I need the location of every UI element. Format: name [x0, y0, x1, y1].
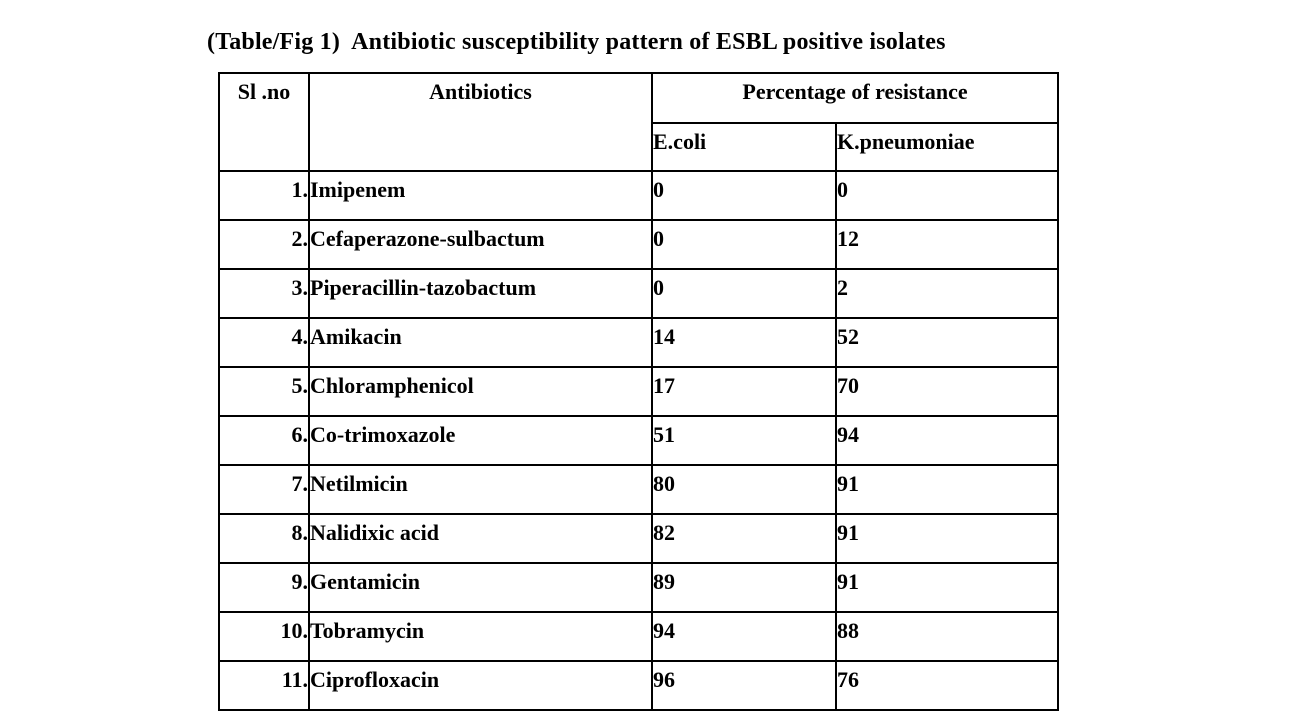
cell-ecoli-value: 0 [651, 268, 837, 319]
cell-kpneumoniae-value: 0 [835, 170, 1059, 221]
cell-kpneumoniae-value: 76 [835, 660, 1059, 711]
cell-kpneumoniae-value: 52 [835, 317, 1059, 368]
cell-ecoli-value: 82 [651, 513, 837, 564]
header-row-top: Sl .no Antibiotics Percentage of resista… [218, 72, 1059, 172]
cell-antibiotic: Netilmicin [308, 464, 653, 515]
table-row: 1. Imipenem 0 0 [218, 170, 1059, 221]
cell-ecoli-value: 89 [651, 562, 837, 613]
cell-antibiotic: Chloramphenicol [308, 366, 653, 417]
cell-sl-no: 6. [218, 415, 310, 466]
cell-sl-no: 1. [218, 170, 310, 221]
antibiotic-resistance-table: Sl .no Antibiotics Percentage of resista… [218, 72, 1059, 711]
cell-kpneumoniae-value: 91 [835, 513, 1059, 564]
cell-sl-no: 8. [218, 513, 310, 564]
cell-sl-no: 3. [218, 268, 310, 319]
table-row: 2. Cefaperazone-sulbactum 0 12 [218, 219, 1059, 270]
cell-sl-no: 11. [218, 660, 310, 711]
cell-sl-no: 10. [218, 611, 310, 662]
table-row: 9. Gentamicin 89 91 [218, 562, 1059, 613]
cell-antibiotic: Ciprofloxacin [308, 660, 653, 711]
cell-antibiotic: Piperacillin-tazobactum [308, 268, 653, 319]
cell-kpneumoniae-value: 91 [835, 464, 1059, 515]
cell-ecoli-value: 51 [651, 415, 837, 466]
cell-kpneumoniae-value: 91 [835, 562, 1059, 613]
cell-antibiotic: Nalidixic acid [308, 513, 653, 564]
cell-sl-no: 4. [218, 317, 310, 368]
cell-sl-no: 2. [218, 219, 310, 270]
cell-ecoli-value: 80 [651, 464, 837, 515]
table-row: 8. Nalidixic acid 82 91 [218, 513, 1059, 564]
cell-ecoli-value: 0 [651, 219, 837, 270]
cell-sl-no: 9. [218, 562, 310, 613]
cell-antibiotic: Imipenem [308, 170, 653, 221]
table-body: 1. Imipenem 0 0 2. Cefaperazone-sulbactum 0 12 3… [218, 170, 1059, 711]
cell-antibiotic: Cefaperazone-sulbactum [308, 219, 653, 270]
cell-kpneumoniae-value: 2 [835, 268, 1059, 319]
header-row-sub: E.coli K.pneumoniae [219, 122, 1059, 172]
cell-kpneumoniae-value: 70 [835, 366, 1059, 417]
header-antibiotics: Antibiotics [308, 72, 653, 172]
cell-sl-no: 7. [218, 464, 310, 515]
cell-ecoli-value: 96 [651, 660, 837, 711]
table-header: Sl .no Antibiotics Percentage of resista… [218, 72, 1059, 172]
cell-ecoli-value: 17 [651, 366, 837, 417]
cell-kpneumoniae-value: 12 [835, 219, 1059, 270]
cell-ecoli-value: 94 [651, 611, 837, 662]
table-row: 3. Piperacillin-tazobactum 0 2 [218, 268, 1059, 319]
header-sl-no: Sl .no [218, 72, 310, 172]
cell-antibiotic: Co-trimoxazole [308, 415, 653, 466]
table-row: 10. Tobramycin 94 88 [218, 611, 1059, 662]
figure-title: (Table/Fig 1) Antibiotic susceptibility … [207, 29, 946, 55]
cell-kpneumoniae-value: 94 [835, 415, 1059, 466]
header-kpneumoniae: K.pneumoniae [835, 122, 1059, 172]
cell-antibiotic: Gentamicin [308, 562, 653, 613]
table-row: 6. Co-trimoxazole 51 94 [218, 415, 1059, 466]
table-row: 7. Netilmicin 80 91 [218, 464, 1059, 515]
table-row: 4. Amikacin 14 52 [218, 317, 1059, 368]
cell-sl-no: 5. [218, 366, 310, 417]
cell-antibiotic: Amikacin [308, 317, 653, 368]
cell-ecoli-value: 14 [651, 317, 837, 368]
cell-antibiotic: Tobramycin [308, 611, 653, 662]
table-row: 11. Ciprofloxacin 96 76 [218, 660, 1059, 711]
cell-ecoli-value: 0 [651, 170, 837, 221]
table-row: 5. Chloramphenicol 17 70 [218, 366, 1059, 417]
header-ecoli: E.coli [651, 122, 837, 172]
cell-kpneumoniae-value: 88 [835, 611, 1059, 662]
header-percentage-resistance: Percentage of resistance [651, 72, 1059, 124]
